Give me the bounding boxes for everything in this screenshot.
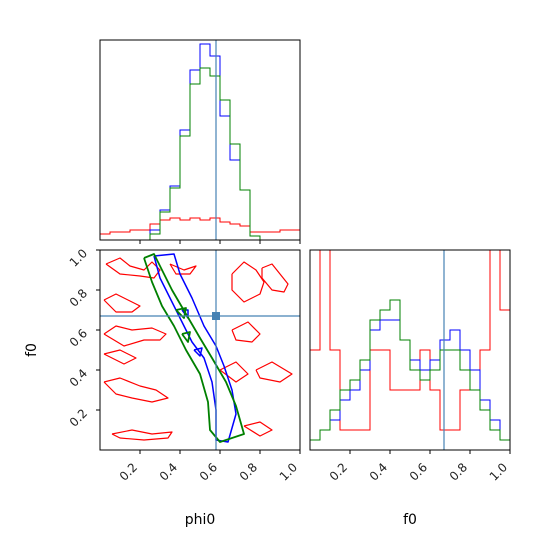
contour-red [243, 421, 273, 437]
x-axis-title-phi0: phi0 [185, 512, 216, 528]
contour-red [231, 261, 265, 303]
contour-red [219, 361, 249, 383]
f0-y-tick-label: 0.2 [67, 406, 90, 429]
f0-x-tick-label: 0.8 [447, 460, 470, 483]
f0-y-tick-label: 0.8 [67, 286, 90, 309]
contour-red [111, 429, 173, 441]
phi0-hist-green [100, 67, 300, 241]
phi0-hist-frame [99, 39, 301, 241]
truth-marker [212, 312, 220, 320]
contour-red [103, 349, 137, 365]
phi0-x-tick-label: 0.4 [157, 460, 180, 483]
phi0-x-tick-label: 0.2 [117, 460, 140, 483]
contour-red [103, 377, 169, 403]
contour-red [105, 257, 161, 279]
f0-y-tick-label: 1.0 [67, 246, 90, 269]
contour-red [103, 325, 167, 347]
f0-x-tick-label: 0.4 [367, 460, 390, 483]
f0-x-tick-label: 0.2 [327, 460, 350, 483]
contour-red [261, 263, 289, 293]
phi0-hist-red [99, 217, 301, 240]
contour-blue [153, 253, 237, 443]
f0-y-tick-label: 0.4 [67, 366, 90, 389]
contour-blue [193, 347, 203, 357]
contour-red [255, 361, 293, 383]
phi0-x-tick-label: 1.0 [277, 460, 300, 483]
contour-green [181, 331, 191, 343]
phi0-f0-contour-panel: 0.2 0.4 0.6 0.8 1.0 0.2 0.4 0.6 0.8 1.0 [67, 246, 301, 484]
phi0-x-tick-label: 0.8 [237, 460, 260, 483]
contour-red [103, 293, 141, 313]
y-axis-title-f0: f0 [24, 343, 40, 357]
contour-green [143, 253, 245, 443]
contour-red [231, 321, 261, 343]
f0-x-tick-label: 1.0 [487, 460, 510, 483]
phi0-histogram-panel [99, 39, 301, 244]
f0-y-tick-label: 0.6 [67, 326, 90, 349]
f0-histogram-panel: 0.2 0.4 0.6 0.8 1.0 [309, 249, 511, 484]
contour-frame [99, 249, 301, 451]
x-axis-title-f0: f0 [403, 512, 417, 528]
f0-hist-frame [309, 249, 511, 451]
contour-green [175, 307, 187, 319]
contour-red [169, 263, 197, 275]
f0-hist-red [309, 249, 511, 450]
f0-hist-green [309, 299, 511, 450]
phi0-x-tick-label: 0.6 [197, 460, 220, 483]
f0-x-tick-label: 0.6 [407, 460, 430, 483]
